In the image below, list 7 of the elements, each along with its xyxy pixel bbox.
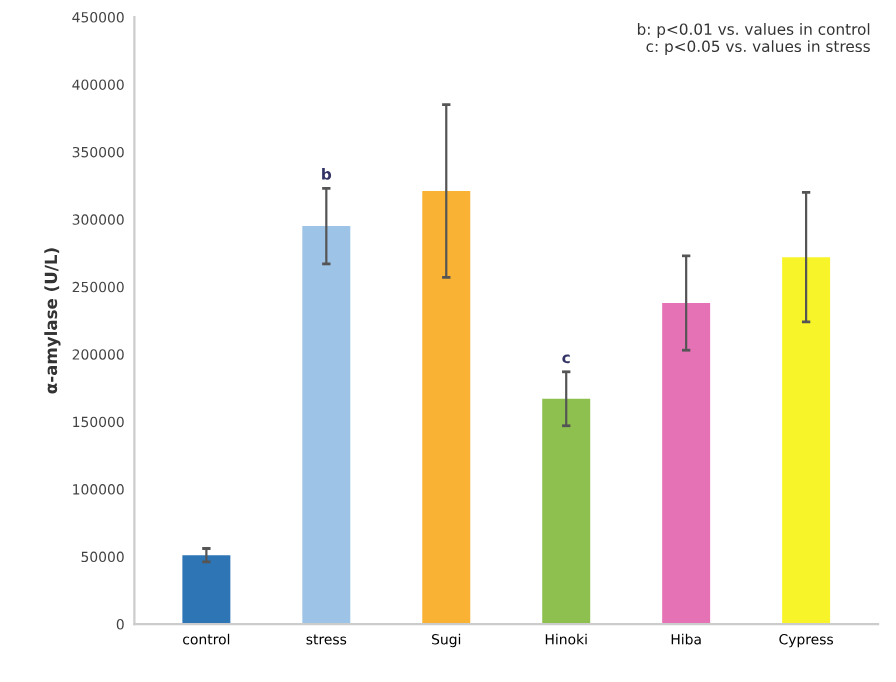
- bar: [782, 257, 831, 625]
- bar: [302, 226, 351, 625]
- bar: [662, 303, 711, 625]
- bar: [182, 555, 231, 625]
- bar: [422, 191, 471, 625]
- y-axis-title: α-amylase (U/L): [44, 248, 61, 394]
- bar: [542, 398, 591, 625]
